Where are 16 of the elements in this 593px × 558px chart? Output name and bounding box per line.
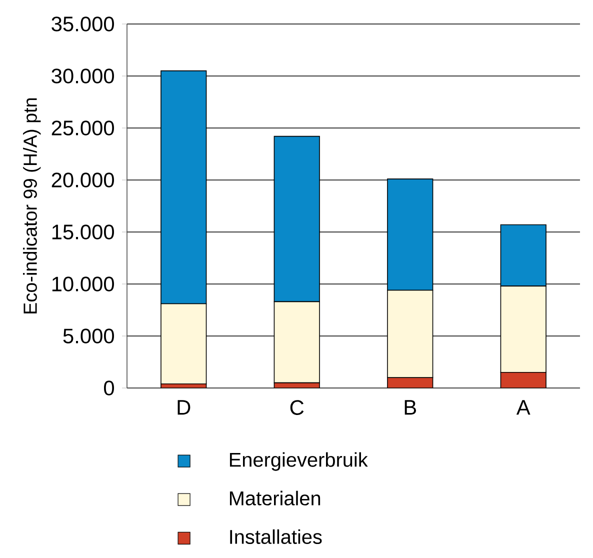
y-tick-label: 25.000 [52,120,114,136]
legend-label: Installaties [230,529,322,544]
x-tick-label: A [516,400,530,415]
legend-label: Materialen [230,490,320,506]
legend-label: Energieverbruik [230,452,368,471]
y-tick-label: 10.000 [52,276,114,292]
x-tick-label: D [178,400,190,415]
y-tick-label: 5.000 [63,328,114,344]
y-axis-title: Eco-indicator 99 (H/A) ptn [23,98,41,314]
x-tick-label: C [290,400,304,415]
y-tick-label: 0 [104,380,114,396]
y-tick-label: 35.000 [52,16,114,32]
x-tick-label: B [404,400,416,415]
y-tick-label: 20.000 [52,172,114,188]
y-tick-label: 15.000 [52,224,114,240]
y-tick-label: 30.000 [52,68,114,84]
